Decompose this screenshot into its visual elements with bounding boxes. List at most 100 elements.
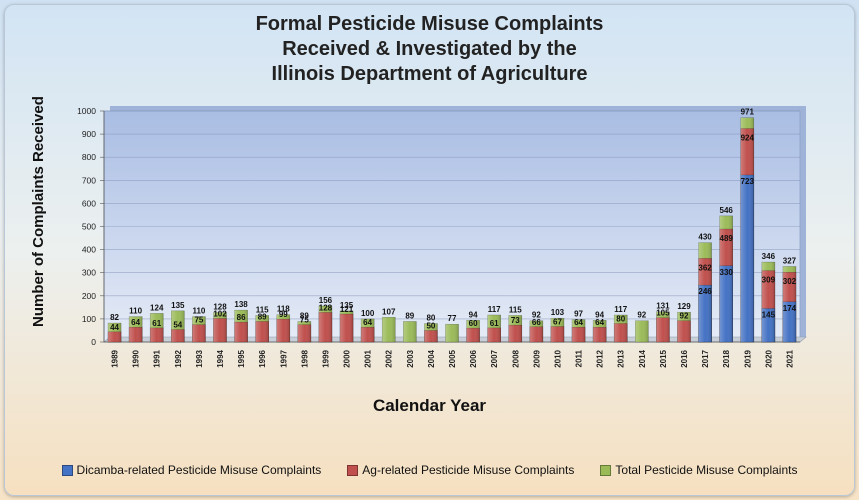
x-tick-label: 1999	[321, 349, 330, 367]
bar-ag-shade	[318, 312, 332, 342]
y-tick-label: 100	[82, 314, 96, 324]
bar-total-shade	[635, 320, 649, 342]
bar-ag-shade	[656, 317, 670, 342]
bar-dicamba-shade	[761, 308, 775, 342]
data-label-ag: 61	[152, 319, 161, 328]
y-tick-label: 800	[82, 152, 96, 162]
data-label-total: 135	[171, 301, 185, 310]
bar-ag-shade	[234, 322, 248, 342]
legend: Dicamba-related Pesticide Misuse Complai…	[0, 460, 859, 480]
data-label-ag: 75	[194, 316, 203, 325]
bar-ag-shade	[192, 324, 206, 342]
data-label-dicamba: 246	[698, 287, 712, 296]
bar-total-shade	[445, 324, 459, 342]
x-tick-label: 2007	[490, 349, 499, 367]
bar-ag-shade	[297, 324, 311, 342]
bar-ag-shade	[529, 326, 543, 342]
legend-swatch-ag	[347, 464, 359, 476]
data-label-dicamba: 145	[762, 311, 776, 320]
data-label-total: 327	[783, 256, 797, 265]
data-label-total: 971	[741, 108, 755, 117]
bar-ag-shade	[572, 327, 586, 342]
legend-label-dicamba: Dicamba-related Pesticide Misuse Complai…	[76, 463, 322, 477]
data-label-total: 117	[614, 305, 627, 314]
legend-label-ag: Ag-related Pesticide Misuse Complaints	[362, 463, 575, 477]
bar-ag-shade	[171, 329, 185, 342]
x-tick-label: 2019	[743, 349, 752, 367]
data-label-total: 110	[192, 307, 205, 316]
y-axis-label: Number of Complaints Received	[30, 96, 47, 327]
data-label-total: 128	[213, 302, 227, 311]
data-label-ag: 73	[511, 316, 520, 325]
x-tick-label: 2002	[385, 349, 394, 367]
data-label-total: 80	[426, 314, 435, 323]
data-label-ag: 924	[741, 134, 755, 143]
data-label-dicamba: 330	[720, 268, 734, 277]
data-label-ag: 302	[783, 277, 797, 286]
data-label-total: 110	[129, 307, 142, 316]
bar-ag-shade	[677, 320, 691, 342]
bar-ag-shade	[593, 327, 607, 342]
legend-label-total: Total Pesticide Misuse Complaints	[615, 463, 798, 477]
x-tick-label: 2012	[596, 349, 605, 367]
x-tick-label: 2001	[364, 349, 373, 367]
chart-title-line-3: Illinois Department of Agriculture	[271, 63, 588, 85]
data-label-total: 156	[319, 296, 333, 305]
data-label-ag: 54	[173, 321, 182, 330]
data-label-total: 129	[677, 302, 691, 311]
data-label-total: 118	[277, 305, 290, 314]
data-label-ag: 44	[110, 323, 119, 332]
data-label-ag: 80	[616, 315, 625, 324]
x-tick-label: 2018	[722, 349, 731, 367]
bar-ag-shade	[150, 327, 164, 342]
bar-dicamba-shade	[782, 301, 796, 342]
data-label-total: 89	[405, 311, 414, 320]
data-label-total: 94	[469, 310, 478, 319]
data-label-ag: 61	[490, 319, 499, 328]
data-label-total: 92	[532, 311, 541, 320]
x-tick-label: 1998	[300, 349, 309, 367]
data-label-ag: 102	[213, 309, 227, 318]
data-label-total: 346	[762, 252, 776, 261]
bar-ag-shade	[276, 319, 290, 342]
data-label-total: 103	[551, 308, 565, 317]
x-tick-label: 2006	[469, 349, 478, 367]
y-tick-label: 0	[91, 337, 96, 347]
data-label-total: 94	[595, 310, 604, 319]
data-label-total: 107	[382, 307, 396, 316]
x-tick-label: 2013	[617, 349, 626, 367]
x-tick-label: 1997	[279, 349, 288, 367]
data-label-total: 546	[720, 206, 734, 215]
data-label-dicamba: 174	[783, 304, 797, 313]
data-label-dicamba: 723	[741, 177, 755, 186]
bar-ag-shade	[129, 327, 143, 342]
data-label-total: 117	[488, 305, 501, 314]
data-label-ag: 75	[300, 316, 309, 325]
bar-dicamba-shade	[719, 265, 733, 342]
x-tick-label: 2020	[764, 349, 773, 367]
x-tick-label: 1996	[258, 349, 267, 367]
x-tick-label: 2014	[638, 349, 647, 367]
bar-ag-shade	[466, 328, 480, 342]
data-label-ag: 66	[532, 318, 541, 327]
data-label-total: 97	[574, 310, 583, 319]
x-tick-label: 2008	[511, 349, 520, 367]
x-tick-label: 2021	[785, 349, 794, 367]
data-label-ag: 50	[426, 321, 435, 330]
x-tick-label: 1990	[132, 349, 141, 367]
legend-swatch-total	[600, 464, 612, 476]
x-tick-label: 2000	[343, 349, 352, 367]
bar-ag-shade	[255, 321, 269, 342]
data-label-ag: 99	[279, 310, 288, 319]
data-label-ag: 60	[469, 319, 478, 328]
bar-ag-shade	[508, 325, 522, 342]
data-label-ag: 64	[574, 318, 583, 327]
x-axis-label: Calendar Year	[372, 396, 487, 415]
x-tick-label: 2005	[448, 349, 457, 367]
x-tick-label: 2011	[575, 349, 584, 367]
bar-ag-shade	[614, 323, 628, 342]
x-tick-label: 1991	[153, 349, 162, 367]
x-tick-label: 2017	[701, 349, 710, 367]
x-tick-label: 2004	[427, 349, 436, 367]
y-tick-label: 300	[82, 268, 96, 278]
